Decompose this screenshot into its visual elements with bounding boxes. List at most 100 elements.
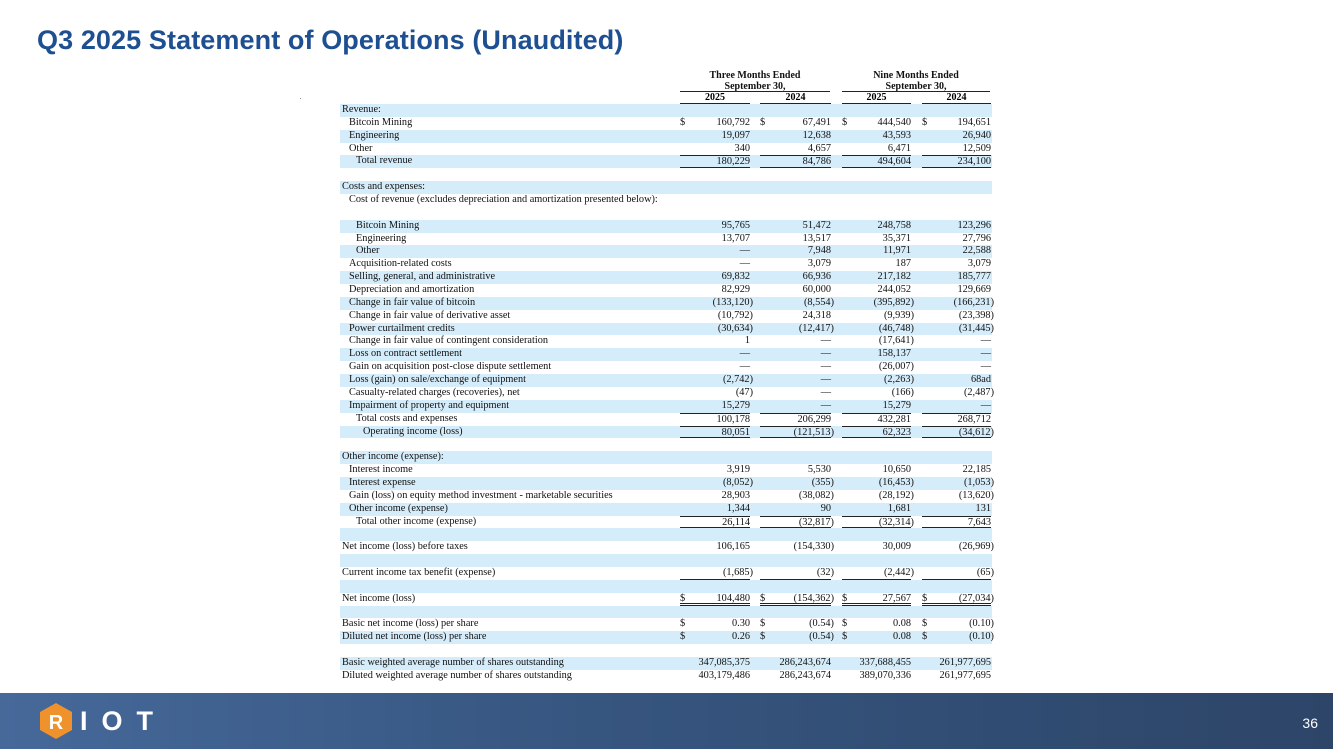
- spacer-row: [340, 554, 992, 567]
- value: (154,362): [793, 592, 834, 604]
- value-cell: —: [922, 400, 991, 413]
- value-cell: —: [760, 387, 831, 400]
- table-row: Engineering 19,097 12,638 43,593 26,940: [340, 129, 992, 143]
- value-cell: 261,977,695: [922, 657, 991, 670]
- value: 187: [895, 258, 911, 270]
- row-label: Interest expense: [349, 476, 416, 488]
- row-label: Revenue:: [342, 104, 381, 115]
- value-cell: (154,330): [760, 541, 834, 554]
- value-cell: 217,182: [842, 271, 911, 284]
- value-cell: $ (0.10): [922, 631, 994, 644]
- value-cell: 106,165: [680, 541, 750, 554]
- value: 100,178: [716, 413, 750, 425]
- value-cell: $0.08: [842, 631, 911, 644]
- value-cell: 286,243,674: [760, 657, 831, 670]
- value-cell: 10,650: [842, 464, 911, 477]
- value: —: [980, 399, 991, 411]
- value-cell: 158,137: [842, 348, 911, 361]
- value-cell: (2,442): [842, 567, 914, 580]
- value: 3,079: [967, 258, 991, 270]
- value-cell: $ (0.54): [760, 631, 834, 644]
- value: 1,681: [887, 502, 911, 514]
- year-rule: [680, 103, 750, 104]
- value: —: [980, 361, 991, 373]
- row-label: Operating income (loss): [363, 425, 463, 437]
- table-row: Total revenue 180,229 84,786 494,604 234,100: [340, 155, 992, 169]
- currency-symbol: $: [760, 618, 766, 630]
- table-row: Bitcoin Mining $160,792 $67,491 $444,540 $19…: [340, 117, 992, 130]
- value: —: [739, 258, 750, 270]
- value: (65): [976, 566, 994, 578]
- value-cell: 90: [760, 503, 831, 516]
- value-cell: 12,638: [760, 130, 831, 143]
- value-cell: $444,540: [842, 117, 911, 130]
- value-cell: (121,513): [760, 425, 834, 439]
- value: 26,114: [722, 516, 750, 528]
- row-label: Cost of revenue (excludes depreciation a…: [349, 194, 658, 206]
- value: (1,685): [722, 566, 753, 578]
- value-cell: 84,786: [760, 155, 831, 169]
- value-cell: 62,323: [842, 425, 911, 439]
- table-row: Acquisition-related costs — 3,079 187 3,079: [340, 258, 992, 271]
- value: (166,231): [953, 296, 994, 308]
- value: 35,371: [882, 232, 911, 244]
- value-cell: 3,079: [922, 258, 991, 271]
- year-header: 2024: [785, 92, 806, 103]
- value-cell: —: [922, 348, 991, 361]
- value: —: [820, 386, 831, 398]
- table-row: Loss on contract settlement — — 158,137 —: [340, 348, 992, 362]
- value: (30,634): [717, 322, 753, 334]
- value: (133,120): [712, 296, 753, 308]
- value: 4,657: [807, 142, 831, 154]
- value-cell: 129,669: [922, 284, 991, 297]
- value: 67,491: [802, 116, 831, 128]
- value: 286,243,674: [779, 669, 831, 681]
- value: 7,643: [967, 516, 991, 528]
- row-label: Acquisition-related costs: [349, 258, 452, 270]
- value: 248,758: [877, 219, 911, 231]
- row-label: Costs and expenses:: [342, 181, 425, 193]
- value: 0.08: [892, 631, 911, 643]
- value: 13,707: [721, 232, 750, 244]
- value-cell: (355): [760, 477, 834, 490]
- value: (0.54): [809, 631, 834, 643]
- value: 3,079: [807, 258, 831, 270]
- value-cell: (2,263): [842, 374, 914, 387]
- value-cell: —: [760, 335, 831, 348]
- value: (47): [735, 386, 753, 398]
- currency-symbol: $: [760, 116, 766, 128]
- value: 24,318: [802, 309, 831, 321]
- three-months-label: Three Months Ended: [709, 70, 801, 81]
- statement-table: Revenue: Bitcoin Mining $160,792 $67,491 $44…: [340, 104, 994, 683]
- value-cell: (34,612): [922, 425, 994, 439]
- value: 22,588: [962, 245, 991, 257]
- value-cell: (26,969): [922, 541, 994, 554]
- value: 27,567: [882, 592, 911, 604]
- value-cell: 347,085,375: [680, 657, 750, 670]
- value: 10,650: [882, 464, 911, 476]
- spacer-row: [340, 168, 992, 181]
- currency-symbol: $: [842, 631, 848, 643]
- value-cell: 234,100: [922, 155, 991, 169]
- value-cell: 494,604: [842, 155, 911, 169]
- value: (166): [891, 386, 914, 398]
- currency-symbol: $: [680, 618, 686, 630]
- value-cell: (8,554): [760, 296, 834, 310]
- value: 13,517: [802, 232, 831, 244]
- table-row: Diluted net income (loss) per share $0.26…: [340, 631, 994, 645]
- value-cell: 1: [680, 335, 750, 348]
- value: 80,051: [721, 426, 750, 438]
- value-cell: 26,114: [680, 515, 750, 529]
- row-label: Selling, general, and administrative: [349, 271, 496, 283]
- currency-symbol: $: [680, 631, 686, 643]
- spacer-row: [340, 438, 992, 451]
- row-label: Change in fair value of derivative asset: [349, 309, 511, 321]
- value: 123,296: [957, 219, 991, 231]
- value-cell: 100,178: [680, 412, 750, 426]
- value: (10,792): [717, 309, 753, 321]
- svg-text:R: R: [49, 712, 64, 734]
- value: 131: [975, 502, 991, 514]
- value: —: [820, 361, 831, 373]
- value: (8,554): [803, 296, 834, 308]
- value-cell: $ (154,362): [760, 592, 834, 606]
